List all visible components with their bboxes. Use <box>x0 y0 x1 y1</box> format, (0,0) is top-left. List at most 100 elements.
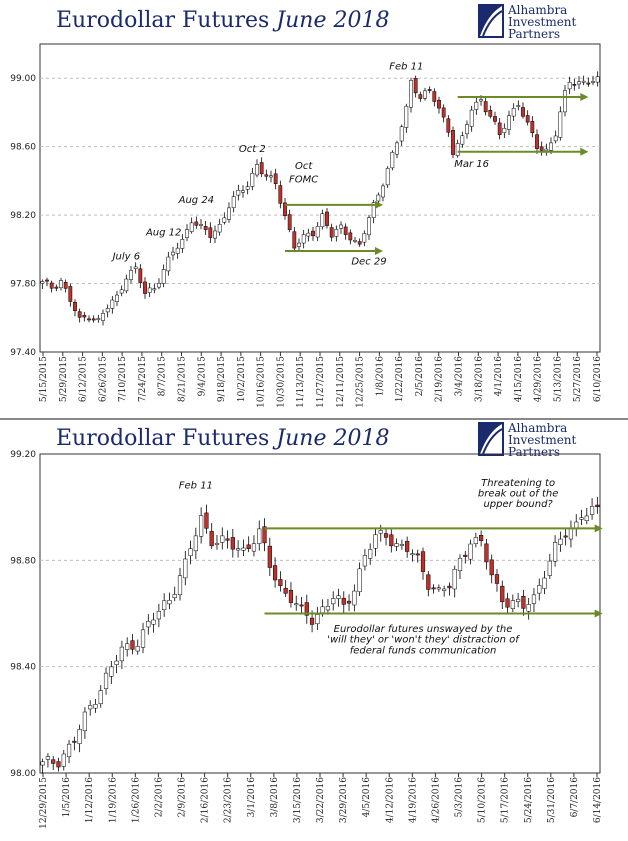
chart-title: Eurodollar Futures June 2018 <box>56 426 389 451</box>
x-tick-label: 1/8/2016 <box>375 356 385 397</box>
candle <box>371 199 376 224</box>
candle <box>185 224 189 242</box>
candle <box>473 532 478 548</box>
candle-body <box>214 543 220 545</box>
candle-body <box>87 318 91 321</box>
x-tick-label: 1/22/2016 <box>395 356 405 402</box>
candle <box>558 106 563 141</box>
candle-body <box>68 286 73 302</box>
x-tick-label: 2/2/2016 <box>154 777 164 818</box>
chart-annotation: Dec 29 <box>351 257 386 268</box>
candle <box>188 540 193 565</box>
x-tick-label: 5/31/2016 <box>547 777 557 823</box>
candle-body <box>367 217 371 236</box>
candle-body <box>521 107 525 117</box>
candle-body <box>451 130 455 155</box>
range-arrow-head <box>375 247 383 256</box>
chart-annotation: Aug 12 <box>145 228 181 239</box>
candle-body <box>161 269 166 284</box>
candle <box>420 547 426 580</box>
candle <box>343 223 348 240</box>
x-tick-label: 6/14/2016 <box>593 777 603 823</box>
candle-body <box>385 168 390 186</box>
candle <box>348 229 353 245</box>
candle-body <box>147 287 152 293</box>
candle <box>357 562 362 597</box>
candle <box>442 585 447 597</box>
candle-body <box>115 294 119 302</box>
candle-body <box>199 515 204 537</box>
candle <box>199 507 204 544</box>
candle-body <box>77 311 82 318</box>
x-tick-label: 1/19/2016 <box>108 777 118 823</box>
candle <box>59 277 63 291</box>
candle-body <box>250 172 255 187</box>
candle-body <box>547 560 552 576</box>
candle-body <box>463 554 468 557</box>
range-arrow <box>457 147 589 156</box>
chart-annotation: Feb 11 <box>389 62 423 73</box>
candle-body <box>262 526 267 544</box>
x-tick-label: 2/9/2016 <box>178 777 188 818</box>
candle-body <box>273 173 278 185</box>
candle-body <box>341 597 346 605</box>
logo-line: Investment <box>508 15 577 29</box>
candle-body <box>175 247 180 254</box>
x-tick-label: 5/29/2015 <box>59 356 69 402</box>
candle-body <box>151 619 156 625</box>
candle <box>383 528 389 546</box>
candle-body <box>135 646 140 652</box>
candle-body <box>82 711 88 731</box>
candle-body <box>558 111 563 138</box>
candle <box>267 537 272 576</box>
x-tick-label: 3/1/2016 <box>247 777 257 818</box>
candle <box>63 279 68 293</box>
candle <box>394 538 399 551</box>
range-arrow <box>264 524 603 533</box>
candle <box>584 507 589 525</box>
candle-body <box>272 565 278 581</box>
candle-body <box>63 282 68 289</box>
candle <box>175 242 180 259</box>
candle-body <box>395 142 399 155</box>
candle <box>413 75 418 98</box>
candle-body <box>325 211 329 226</box>
candle <box>595 496 600 514</box>
candle-body <box>539 146 544 151</box>
candle <box>410 549 415 562</box>
candle <box>82 312 87 322</box>
candle-body <box>488 110 493 117</box>
candle <box>426 571 431 597</box>
candle-body <box>288 590 294 603</box>
candlestick-chart-top: 97.40 97.80 98.20 98.60 99.00 5/15/2015 5/29/2… <box>10 43 603 408</box>
candle <box>103 667 109 695</box>
candle <box>299 596 304 614</box>
candle-body <box>468 543 473 560</box>
x-tick-label: 4/19/2016 <box>408 777 418 823</box>
x-tick-label: 8/7/2015 <box>158 356 168 397</box>
candle <box>553 130 558 144</box>
candle <box>415 549 420 563</box>
chart-title-main: Eurodollar Futures <box>56 8 270 33</box>
candle-body <box>269 175 273 178</box>
candle <box>124 274 129 294</box>
y-tick-label: 98.60 <box>10 143 36 153</box>
candle-body <box>353 239 357 242</box>
candle <box>455 139 460 158</box>
candle <box>474 97 479 115</box>
candle <box>151 612 156 633</box>
alhambra-logo-icon <box>478 4 504 38</box>
candle <box>447 582 452 596</box>
candle-body <box>72 740 77 743</box>
logo-line: Investment <box>508 433 577 447</box>
panel-divider <box>0 418 628 420</box>
chart-annotation: upper bound? <box>483 499 553 510</box>
logo-line: Partners <box>508 445 560 459</box>
candle-body <box>494 574 500 584</box>
candle-body <box>497 122 502 135</box>
candle <box>484 538 489 570</box>
x-tick-label: 6/26/2015 <box>98 356 108 402</box>
x-tick-label: 12/11/2015 <box>336 356 346 408</box>
candle <box>441 104 446 123</box>
candle-body <box>505 598 510 608</box>
